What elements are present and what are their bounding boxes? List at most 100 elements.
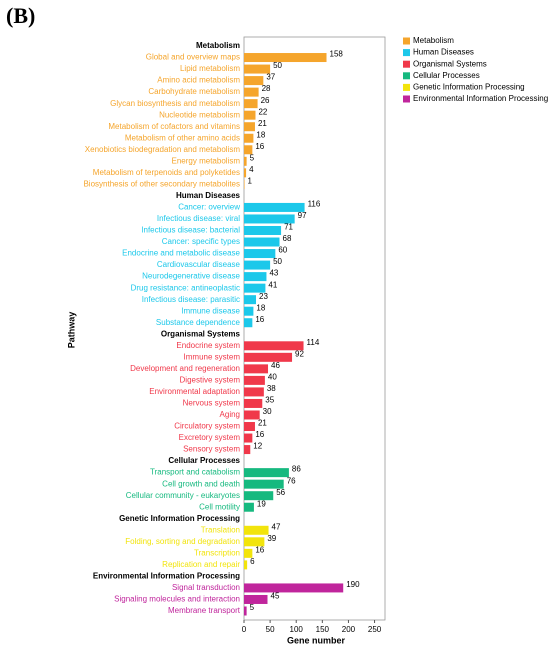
data-label: 60 [278,246,287,255]
y-tick-label: Neurodegenerative disease [142,272,240,281]
y-tick-label: Transport and catabolism [150,468,240,477]
bar [244,76,264,86]
group-header: Organismal Systems [161,329,241,338]
data-label: 35 [265,396,274,405]
bar [244,502,254,512]
data-label: 16 [255,315,264,324]
data-label: 43 [269,269,278,278]
legend-swatch [403,37,410,45]
bar [244,491,274,501]
data-label: 23 [259,292,268,301]
plot-frame [243,36,386,621]
y-tick-label: Excretory system [179,433,241,442]
legend-label: Cellular Processes [413,71,480,80]
y-tick-label: Development and regeneration [130,364,240,373]
data-label: 92 [295,349,304,358]
bar [244,606,247,616]
data-label: 18 [256,130,265,139]
y-tick-label: Cell growth and death [162,479,240,488]
group-header: Environmental Information Processing [93,572,240,581]
legend-label: Organismal Systems [413,59,487,68]
data-label: 114 [307,338,320,347]
x-tick-label: 150 [316,625,330,634]
y-tick-label: Infectious disease: viral [157,214,240,223]
data-label: 41 [268,280,277,289]
y-tick-label: Digestive system [180,375,241,384]
bar [244,422,255,432]
y-tick-label: Endocrine system [176,341,240,350]
x-tick-label: 50 [266,625,275,634]
data-label: 45 [271,592,280,601]
bar [244,479,284,489]
group-header: Cellular Processes [168,456,240,465]
data-label: 38 [267,384,276,393]
data-label: 5 [250,603,255,612]
bar [244,122,255,132]
y-tick-label: Nucleotide metabolism [159,110,240,119]
group-header: Genetic Information Processing [119,514,240,523]
y-tick-label: Nervous system [183,399,241,408]
bar [244,398,263,408]
y-tick-label: Drug resistance: antineoplastic [131,283,240,292]
data-label: 190 [346,580,360,589]
data-label: 50 [273,257,282,266]
data-label: 46 [271,361,280,370]
data-label: 6 [250,557,255,566]
data-label: 12 [253,442,262,451]
data-label: 21 [258,419,267,428]
y-tick-label: Membrane transport [168,606,241,615]
data-label: 18 [256,303,265,312]
bar [244,179,245,189]
bar [244,306,254,316]
group-header: Human Diseases [176,191,241,200]
bar [244,364,269,374]
data-label: 40 [268,372,277,381]
y-tick-label: Carbohydrate metabolism [148,87,240,96]
bar [244,318,253,328]
x-tick-label: 200 [342,625,356,634]
data-label: 39 [267,534,276,543]
bar [244,283,266,293]
data-label: 71 [284,223,293,232]
bar [244,156,247,166]
bar [244,99,258,109]
data-label: 16 [255,142,264,151]
bar [244,110,256,120]
bar [244,237,280,247]
y-tick-label: Cellular community - eukaryotes [126,491,240,500]
legend-swatch [403,49,410,57]
bar [244,548,253,558]
x-tick-label: 0 [242,625,247,634]
y-tick-label: Cardiovascular disease [157,260,241,269]
data-label: 28 [262,84,271,93]
data-label: 21 [258,119,267,128]
data-label: 68 [283,234,292,243]
legend-label: Human Diseases [413,48,474,57]
bar [244,64,271,74]
bar [244,583,344,593]
bar [244,525,269,535]
x-tick-label: 250 [368,625,382,634]
y-tick-label: Signaling molecules and interaction [114,595,240,604]
y-tick-label: Aging [220,410,240,419]
bar [244,560,248,570]
data-label: 116 [308,200,321,209]
data-label: 19 [257,499,266,508]
bar [244,433,253,443]
bar [244,352,293,362]
legend-swatch [403,72,410,80]
y-tick-label: Biosynthesis of other secondary metaboli… [83,179,240,188]
legend-label: Genetic Information Processing [413,83,525,92]
y-tick-label: Amino acid metabolism [157,76,240,85]
data-label: 158 [330,50,344,59]
bar [244,375,265,385]
y-tick-label: Metabolism of terpenoids and polyketides [93,168,240,177]
data-label: 16 [255,430,264,439]
y-tick-label: Infectious disease: parasitic [142,295,240,304]
bar [244,225,282,235]
y-tick-label: Cancer: overview [178,203,240,212]
y-tick-label: Folding, sorting and degradation [125,537,240,546]
y-tick-label: Sensory system [183,445,240,454]
y-tick-label: Transcription [194,548,240,557]
